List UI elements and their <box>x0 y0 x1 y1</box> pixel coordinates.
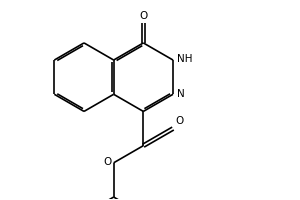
Text: O: O <box>139 11 148 21</box>
Text: O: O <box>175 116 183 126</box>
Text: N: N <box>177 89 185 99</box>
Text: O: O <box>103 157 112 167</box>
Text: NH: NH <box>177 54 193 64</box>
